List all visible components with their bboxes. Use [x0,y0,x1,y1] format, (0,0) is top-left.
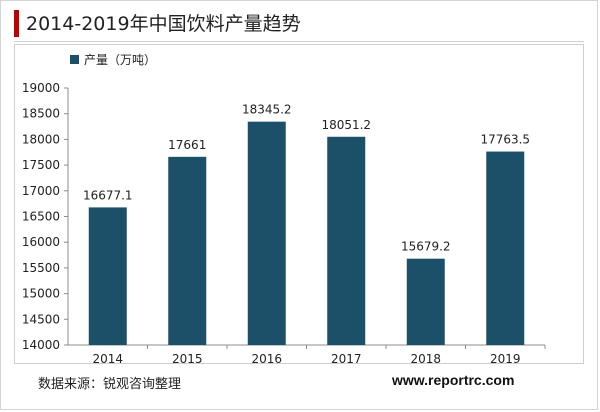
data-label: 18345.2 [242,103,292,117]
plot-area-border [14,44,584,364]
legend: 产量（万吨） [70,53,156,67]
bar [88,207,127,345]
y-tick-label: 14500 [22,312,60,326]
y-tick-label: 14000 [22,338,60,352]
x-tick-label: 2018 [410,352,441,366]
y-tick-label: 16000 [22,235,60,249]
bar [406,258,445,345]
title-accent-bar [14,10,19,37]
bar [168,156,207,345]
y-tick-label: 19000 [22,81,60,95]
y-tick-label: 18500 [22,107,60,121]
axes: 14000 14500 15000 15500 16000 16500 17000 17500… [22,81,546,366]
data-label: 17661 [168,138,206,152]
bar [486,151,525,345]
x-tick-label: 2017 [331,352,362,366]
legend-label: 产量（万吨） [84,53,156,67]
x-tick-label: 2014 [92,352,123,366]
y-tick-label: 15500 [22,261,60,275]
y-tick-label: 18000 [22,132,60,146]
chart-title: 2014-2019年中国饮料产量趋势 [26,13,301,35]
data-label: 18051.2 [321,118,371,132]
title-divider [14,41,584,42]
y-tick-label: 15000 [22,287,60,301]
website-label: www.reportrc.com [392,372,515,388]
bar [327,136,366,345]
y-tick-label: 17500 [22,158,60,172]
x-tick-label: 2016 [251,352,282,366]
x-tick-label: 2015 [172,352,203,366]
data-label: 15679.2 [401,240,451,254]
y-tick-label: 16500 [22,210,60,224]
x-tick-label: 2019 [490,352,521,366]
data-label: 17763.5 [480,133,530,147]
bar [247,121,286,345]
data-source-note: 数据来源：锐观咨询整理 [38,377,182,392]
bars: 16677.1 17661 18345.2 18051.2 15679.2 17763.5 [83,103,530,345]
y-tick-label: 17000 [22,184,60,198]
legend-swatch [70,55,79,64]
data-label: 16677.1 [83,188,133,202]
